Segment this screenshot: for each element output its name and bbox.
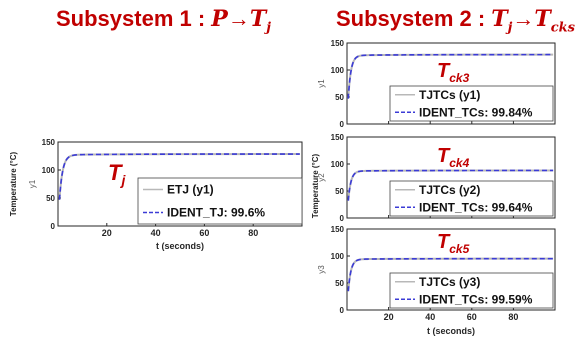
y-tick-label: 0 <box>340 120 345 129</box>
series-line-identified <box>58 153 300 200</box>
x-tick-label: 60 <box>199 228 209 238</box>
y-tick-label: 0 <box>51 222 56 231</box>
legend-entry: IDENT_TCs: 99.64% <box>419 200 533 214</box>
subsystem-1-arrow: → <box>227 6 250 31</box>
x-axis-label: t (seconds) <box>156 241 204 251</box>
y-axis-label: y1 <box>317 79 326 88</box>
y-tick-label: 100 <box>331 66 345 75</box>
subsystem-2-heading: Subsystem 2 : Tj→Tcks <box>336 6 575 35</box>
y-tick-label: 150 <box>42 138 56 147</box>
chart-tck3: 0 50 100 150 y1 Tck3 TJTCs (y1) IDENT_TCs: 99.8… <box>317 39 556 129</box>
outer-y-axis-label: Temperature (°C) <box>9 151 18 216</box>
subsystem-2-input-symbol: Tj <box>491 6 513 36</box>
y-tick-label: 100 <box>331 252 345 261</box>
subsystem-2-output-symbol: Tcks <box>534 6 575 36</box>
chart-tck5: 0 50 100 150 20 40 60 80 t (seconds) y3 Tck5 TJTCs … <box>317 225 556 336</box>
y-tick-label: 50 <box>335 279 344 288</box>
y-tick-label: 100 <box>42 166 56 175</box>
legend-entry: TJTCs (y2) <box>419 183 480 197</box>
legend: TJTCs (y1) IDENT_TCs: 99.84% <box>389 85 554 122</box>
subsystem-1-output-symbol: Tj <box>249 6 271 36</box>
legend-entry: TJTCs (y1) <box>419 88 480 102</box>
y-tick-label: 150 <box>331 225 345 234</box>
subsystem-2-arrow: → <box>512 6 535 31</box>
legend: TJTCs (y2) IDENT_TCs: 99.64% <box>389 180 554 217</box>
series-line-identified <box>347 257 554 292</box>
x-tick-label: 40 <box>425 312 435 322</box>
outer-y-axis-label: Temperature (°C) <box>311 153 320 218</box>
x-tick-label: 60 <box>467 312 477 322</box>
curve-annotation: Tck3 <box>437 60 470 85</box>
y-tick-label: 0 <box>340 214 345 223</box>
legend-entry: IDENT_TCs: 99.84% <box>419 105 533 119</box>
y-tick-label: 150 <box>331 39 345 48</box>
series-line-identified <box>347 53 554 99</box>
legend-box <box>389 180 554 217</box>
subsystem-1-heading: Subsystem 1 : P→Tj <box>56 6 271 35</box>
y-axis-label: y1 <box>28 179 37 188</box>
legend: ETJ (y1) IDENT_TJ: 99.6% <box>137 177 303 225</box>
legend-entry: TJTCs (y3) <box>419 275 480 289</box>
y-tick-label: 50 <box>335 187 344 196</box>
curve-annotation: Tck5 <box>437 231 470 256</box>
legend-entry: ETJ (y1) <box>167 183 214 197</box>
y-axis-label: y2 <box>317 173 326 182</box>
y-axis-label: y3 <box>317 265 326 274</box>
x-tick-label: 80 <box>508 312 518 322</box>
y-tick-label: 50 <box>46 194 55 203</box>
legend-box <box>389 272 554 309</box>
y-tick-label: 50 <box>335 93 344 102</box>
x-tick-label: 20 <box>102 228 112 238</box>
chart-tj: 0 50 100 150 20 40 60 80 t (seconds) y1 Temperatur… <box>9 138 303 251</box>
legend-entry: IDENT_TJ: 99.6% <box>167 206 265 220</box>
legend-box <box>137 177 303 225</box>
legend: TJTCs (y3) IDENT_TCs: 99.59% <box>389 272 554 309</box>
subsystem-1-prefix: Subsystem 1 : <box>56 6 212 31</box>
x-tick-label: 20 <box>384 312 394 322</box>
curve-annotation: Tj <box>108 160 126 188</box>
y-tick-label: 0 <box>340 306 345 315</box>
subsystem-1-input-symbol: P <box>211 6 228 32</box>
subsystem-2-prefix: Subsystem 2 : <box>336 6 492 31</box>
legend-entry: IDENT_TCs: 99.59% <box>419 292 533 306</box>
x-tick-label: 40 <box>151 228 161 238</box>
series-line-identified <box>347 169 554 201</box>
x-tick-label: 80 <box>248 228 258 238</box>
curve-annotation: Tck4 <box>437 145 470 170</box>
y-tick-label: 100 <box>331 160 345 169</box>
x-axis-label: t (seconds) <box>427 326 475 336</box>
legend-box <box>389 85 554 122</box>
y-tick-label: 150 <box>331 133 345 142</box>
